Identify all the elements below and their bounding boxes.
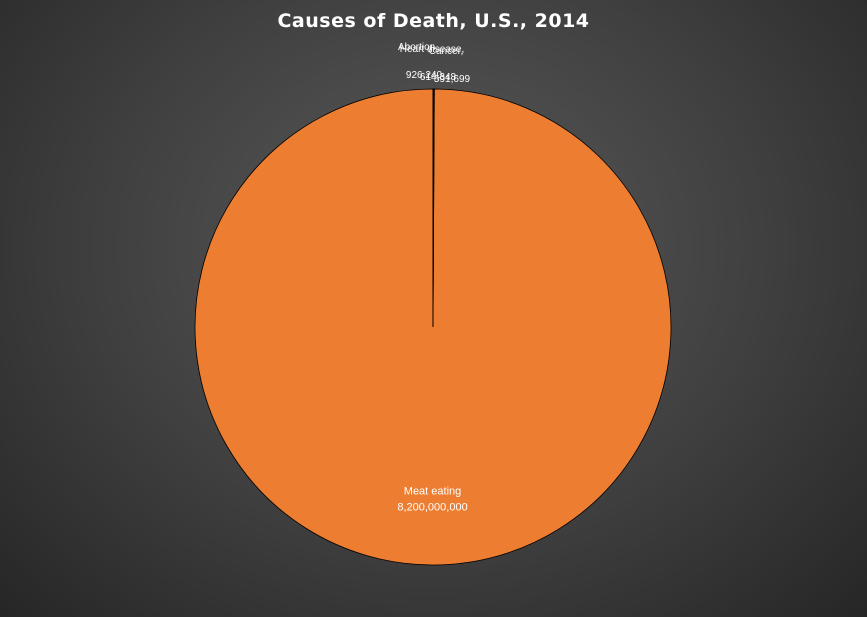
slice-value-abortion: 926,240 [406, 70, 443, 81]
slice-value-meat-eating: 8,200,000,000 [397, 501, 467, 513]
pie-slice-cancer [432, 88, 435, 328]
slice-value-heart-disease: 614,348 [420, 72, 457, 83]
slice-value-cancer: 591,699 [434, 74, 471, 85]
slice-label-meat-eating: Meat eating [404, 485, 461, 497]
pie-slices [194, 88, 672, 566]
slice-label-abortion: Abortion, [398, 42, 438, 53]
slice-label-cancer: Cancer, [429, 46, 463, 57]
pie-labels: Meat eating 8,200,000,000 Abortion, 926,240… [397, 42, 470, 513]
slice-label-heart-disease: Heart disease, [400, 44, 464, 55]
chart-title: Causes of Death, U.S., 2014 [277, 10, 590, 32]
